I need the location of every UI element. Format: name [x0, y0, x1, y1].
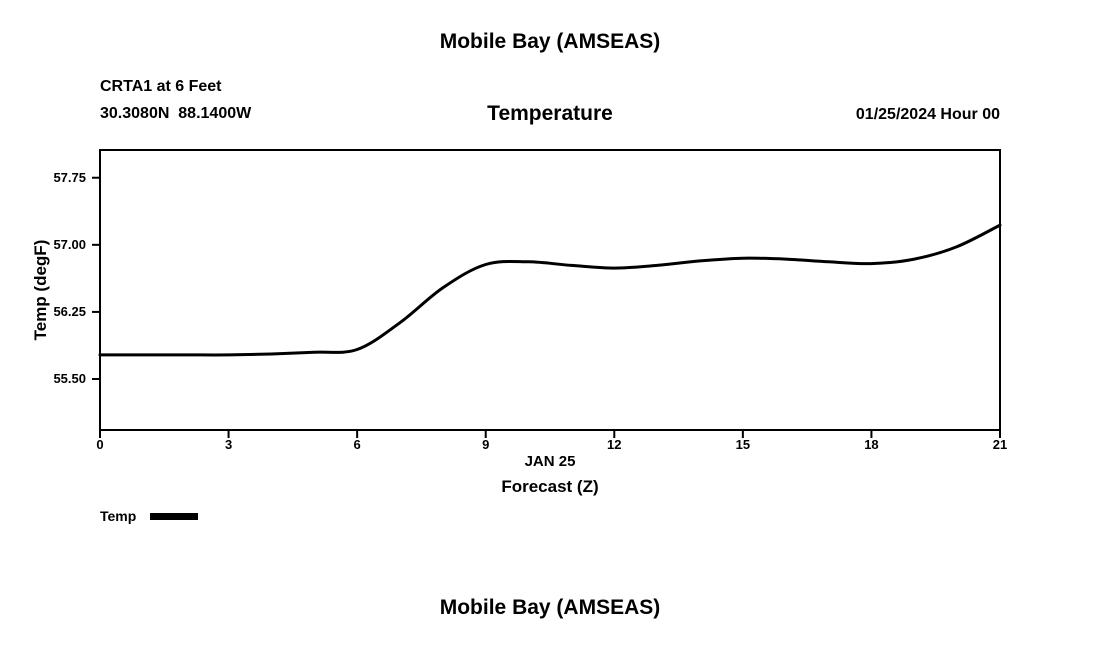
plot-box [99, 149, 1001, 431]
run-datetime: 01/25/2024 Hour 00 [855, 106, 1000, 123]
x-axis-date-label: JAN 25 [524, 453, 576, 470]
legend-line-swatch [150, 512, 199, 520]
next-panel-title: Mobile Bay (AMSEAS) [439, 596, 661, 619]
station-id: CRTA1 at 6 Feet [100, 78, 222, 95]
page-title: Mobile Bay (AMSEAS) [439, 30, 661, 53]
x-tick-label: 12 [607, 437, 622, 452]
x-tick-label: 18 [864, 437, 879, 452]
x-axis-label: Forecast (Z) [501, 477, 599, 496]
legend-label: Temp [100, 508, 137, 524]
x-tick-label: 3 [224, 437, 233, 452]
x-tick-label: 0 [96, 437, 104, 452]
x-tick-label: 6 [353, 437, 361, 452]
x-tick-label: 21 [992, 437, 1008, 452]
y-tick-label: 57.75 [53, 169, 86, 185]
x-tick-label: 9 [482, 437, 490, 452]
y-tick-label: 56.25 [53, 303, 86, 319]
temp-series-line [98, 223, 1002, 357]
y-tick-label: 55.50 [53, 371, 86, 386]
chart-title: Temperature [487, 102, 613, 125]
legend: Temp [100, 508, 199, 524]
station-coordinates: 30.3080N 88.1400W [100, 105, 252, 122]
y-tick-label: 57.00 [53, 236, 86, 252]
x-tick-label: 15 [735, 437, 751, 452]
